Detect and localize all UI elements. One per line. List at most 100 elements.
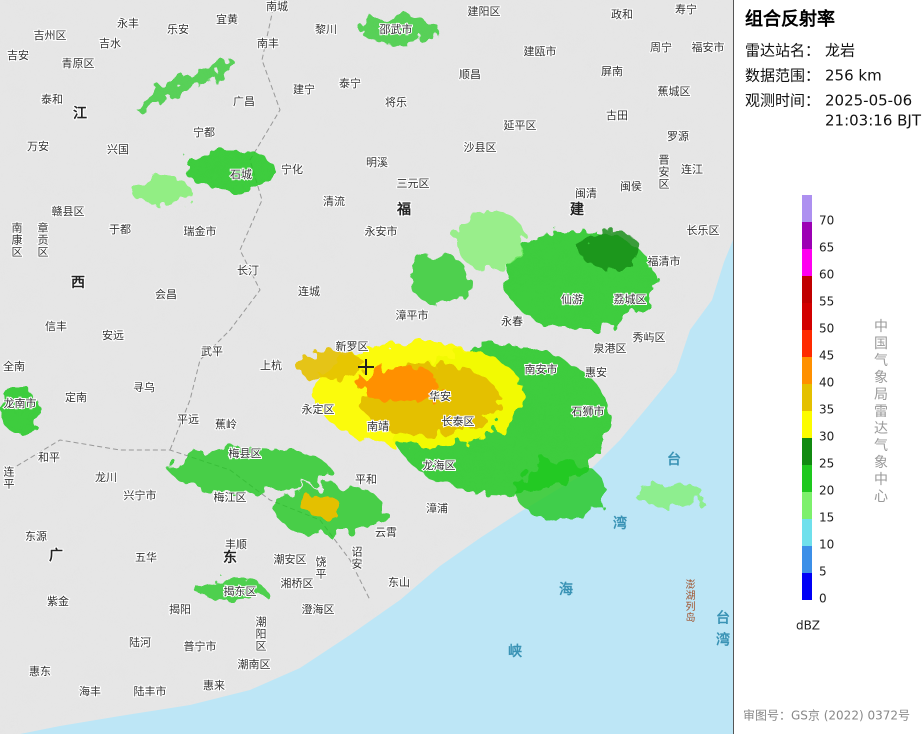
place-label: 长泰区: [442, 414, 475, 428]
legend-tick-label: 30: [819, 430, 834, 444]
place-label: 建: [570, 201, 584, 218]
legend-swatch: [802, 573, 812, 600]
place-label: 惠来: [203, 678, 225, 692]
place-label: 五华: [135, 550, 157, 564]
place-label: 陆丰市: [134, 684, 167, 698]
radar-echoes: [2, 16, 705, 600]
place-label: 台: [667, 451, 681, 468]
place-label: 政和: [611, 7, 633, 21]
place-label: 长汀: [237, 264, 259, 277]
legend-tick-label: 10: [819, 538, 834, 552]
place-label: 揭阳: [169, 602, 191, 616]
place-label: 潮南区: [238, 657, 271, 671]
place-label: 惠东: [29, 664, 51, 678]
place-label: 华安: [429, 389, 451, 403]
place-label: 澎湖列岛: [683, 579, 695, 623]
legend-swatch: [802, 438, 812, 465]
legend-tick-label: 45: [819, 349, 834, 363]
place-label: 寿宁: [675, 2, 697, 16]
legend-swatch: [802, 546, 812, 573]
place-label: 荔城区: [614, 293, 647, 306]
place-label: 瑞金市: [184, 224, 217, 238]
place-label: 海: [559, 581, 573, 598]
place-label: 晋安区: [657, 154, 670, 190]
place-label: 南靖: [367, 420, 389, 433]
place-label: 闽侯: [620, 179, 642, 193]
place-label: 湘桥区: [281, 576, 314, 590]
place-label: 福安市: [692, 40, 725, 54]
place-label: 惠安: [585, 365, 607, 379]
place-label: 云霄: [375, 526, 397, 539]
place-label: 周宁: [650, 40, 672, 54]
place-label: 宜黄: [216, 12, 238, 26]
legend-tick-label: 35: [819, 403, 834, 417]
place-label: 南城: [266, 0, 288, 13]
place-label: 吉州区: [34, 29, 67, 42]
approval: 审图号：GS京 (2022) 0372号: [743, 708, 910, 723]
place-label: 峡: [508, 643, 523, 660]
place-label: 乐安: [167, 22, 189, 36]
place-label: 武平: [201, 345, 223, 358]
agency: 中国气象局雷达气象中心: [872, 319, 888, 506]
place-label: 将乐: [385, 96, 407, 109]
place-label: 漳平市: [396, 308, 429, 322]
place-label: 建宁: [293, 82, 315, 96]
legend-tick-label: 50: [819, 322, 834, 336]
legend-unit: dBZ: [796, 619, 820, 633]
legend-tick-label: 70: [819, 214, 834, 228]
place-label: 饶平: [314, 556, 327, 580]
place-label: 万安: [27, 139, 49, 153]
place-label: 上杭: [260, 358, 282, 372]
place-label: 南康区: [10, 222, 23, 258]
station-label: 雷达站名：: [745, 42, 820, 60]
legend-swatch: [802, 330, 812, 357]
place-label: 青原区: [62, 57, 95, 70]
place-label: 吉安: [7, 48, 29, 62]
place-label: 寻乌: [133, 380, 155, 394]
legend-tick-label: 65: [819, 241, 834, 255]
time: 21:03:16 BJT: [825, 112, 922, 130]
place-label: 海丰: [79, 684, 101, 698]
legend-tick-label: 20: [819, 484, 834, 498]
place-label: 罗源: [667, 129, 689, 143]
place-label: 和平: [38, 451, 60, 464]
legend-tick-label: 25: [819, 457, 834, 471]
place-label: 秀屿区: [633, 331, 666, 344]
legend-tick-label: 40: [819, 376, 834, 390]
place-label: 台湾: [714, 609, 730, 654]
place-label: 长乐区: [687, 224, 720, 237]
place-label: 东: [223, 549, 237, 566]
place-label: 章贡区: [36, 221, 49, 258]
legend-swatch: [802, 222, 812, 249]
place-label: 沙县区: [464, 141, 497, 154]
legend-swatch: [802, 249, 812, 276]
place-label: 永安市: [365, 224, 398, 238]
place-label: 延平区: [504, 119, 537, 132]
place-label: 兴国: [107, 143, 129, 156]
place-label: 于都: [109, 223, 131, 236]
place-label: 赣县区: [52, 204, 85, 218]
place-label: 闽清: [575, 187, 597, 200]
place-label: 三元区: [397, 177, 430, 190]
legend-swatch: [802, 492, 812, 519]
place-label: 丰顺: [225, 538, 247, 551]
place-label: 永定区: [302, 402, 335, 416]
place-label: 泰和: [41, 92, 63, 106]
legend: 0 5 10 15 20 25 30 35 40 45 50 55 60 65 70: [802, 195, 834, 606]
legend-tick-label: 5: [819, 565, 827, 579]
place-label: 蕉岭: [215, 417, 237, 431]
legend-swatch: [802, 303, 812, 330]
legend-tick-label: 55: [819, 295, 834, 309]
place-label: 新罗区: [336, 339, 369, 353]
place-label: 紫金: [47, 594, 69, 608]
place-label: 江: [73, 105, 87, 122]
sea: [20, 240, 733, 734]
place-label: 会昌: [155, 288, 177, 301]
legend-swatch: [802, 519, 812, 546]
place-label: 屏南: [601, 65, 623, 78]
place-label: 连平: [2, 466, 15, 490]
place-label: 石城: [230, 168, 252, 181]
place-label: 建阳区: [468, 4, 501, 18]
